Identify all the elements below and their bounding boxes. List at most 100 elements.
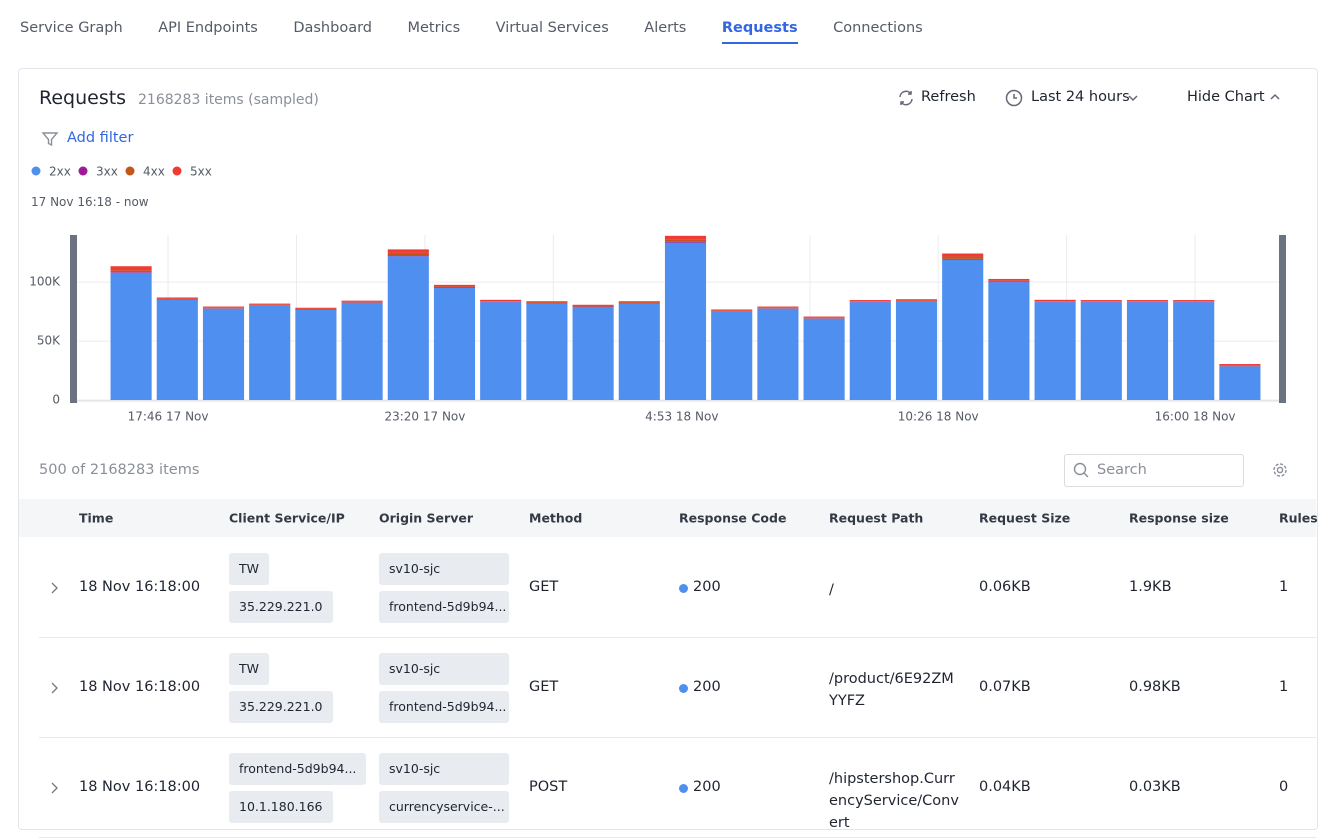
bar-segment: [711, 309, 752, 310]
bar-segment: [526, 303, 567, 400]
bar-segment: [1173, 301, 1214, 302]
bar-segment: [388, 256, 429, 400]
bar-segment: [249, 305, 290, 306]
bar-segment: [1035, 302, 1076, 400]
cell: 0.06KB: [979, 579, 1031, 595]
x-tick-label: 10:26 18 Nov: [898, 410, 979, 424]
chip: TW: [229, 653, 269, 685]
x-tick-label: 17:46 17 Nov: [128, 410, 209, 424]
chip: TW: [229, 553, 269, 585]
bar-segment: [665, 243, 706, 400]
bar-segment: [1127, 300, 1168, 301]
bar-segment: [526, 302, 567, 303]
cell: 0.04KB: [979, 779, 1031, 795]
response-code: 200: [693, 579, 721, 595]
bar-segment: [480, 300, 521, 301]
bar-segment: [157, 297, 198, 298]
bar-segment: [942, 256, 983, 258]
bar-segment: [665, 242, 706, 243]
bar-segment: [434, 287, 475, 288]
legend-label: 3xx: [96, 165, 118, 179]
bar-segment: [804, 319, 845, 400]
bar-segment: [804, 318, 845, 319]
expand-caret[interactable]: [49, 580, 59, 596]
cell: 1.9KB: [1129, 579, 1172, 595]
chip: currencyservice-...: [379, 791, 509, 823]
bar-segment: [619, 303, 660, 400]
bar-segment: [665, 239, 706, 241]
y-tick-label: 100K: [29, 275, 61, 289]
cell: 0.07KB: [979, 679, 1031, 695]
expand-caret[interactable]: [49, 780, 59, 796]
bar-segment: [295, 309, 336, 310]
column-header: Response size: [1129, 511, 1229, 526]
cell: 0.03KB: [1129, 779, 1181, 795]
bar-segment: [1219, 366, 1260, 400]
cell: POST: [529, 779, 567, 795]
bar-segment: [896, 302, 937, 400]
bar-segment: [342, 303, 383, 400]
search-box[interactable]: Search: [1064, 454, 1244, 487]
bar-segment: [619, 302, 660, 303]
column-header: Method: [529, 511, 582, 526]
column-header: Client Service/IP: [229, 511, 345, 526]
bar-segment: [388, 253, 429, 255]
bar-segment: [342, 302, 383, 303]
cell: 0.98KB: [1129, 679, 1181, 695]
bar-segment: [850, 301, 891, 302]
bar-segment: [388, 249, 429, 253]
cell: GET: [529, 579, 558, 595]
bar-segment: [480, 301, 521, 302]
search-placeholder: Search: [1097, 462, 1147, 478]
bar-segment: [203, 307, 244, 308]
bar-segment: [1081, 301, 1122, 302]
column-header: Request Size: [979, 511, 1070, 526]
chip: frontend-5d9b94...: [229, 753, 366, 785]
chip: sv10-sjc: [379, 653, 509, 685]
table-summary: 500 of 2168283 items: [39, 462, 199, 478]
bar-segment: [1081, 302, 1122, 400]
status-dot: [679, 784, 688, 793]
bar-segment: [1173, 300, 1214, 301]
column-header: Rules: [1279, 511, 1318, 526]
bar-segment: [157, 300, 198, 400]
row-divider: [39, 637, 1316, 638]
caret-icon: [49, 580, 59, 596]
chip: sv10-sjc: [379, 553, 509, 585]
bar-segment: [157, 299, 198, 300]
brush-handle[interactable]: [1279, 235, 1286, 403]
cell: 18 Nov 16:18:00: [79, 779, 200, 795]
y-tick-label: 50K: [37, 334, 61, 348]
bar-segment: [942, 260, 983, 400]
expand-caret[interactable]: [49, 680, 59, 696]
bar-segment: [342, 301, 383, 302]
bar-segment: [1081, 300, 1122, 301]
bar-segment: [988, 281, 1029, 282]
response-code: 200: [693, 779, 721, 795]
bar-segment: [988, 279, 1029, 281]
chip: 10.1.180.166: [229, 791, 333, 823]
settings-icon[interactable]: [1271, 461, 1289, 479]
bar-segment: [573, 305, 614, 306]
chip: sv10-sjc: [379, 753, 509, 785]
bar-segment: [942, 254, 983, 257]
bar-segment: [1035, 301, 1076, 302]
x-tick-label: 23:20 17 Nov: [384, 410, 465, 424]
bar-segment: [434, 285, 475, 287]
row-divider: [39, 737, 1316, 738]
column-header: Response Code: [679, 511, 786, 526]
brush-handle[interactable]: [70, 235, 77, 403]
bar-segment: [526, 301, 567, 302]
chip: frontend-5d9b94...: [379, 691, 509, 723]
cell: GET: [529, 679, 558, 695]
x-tick-label: 4:53 18 Nov: [645, 410, 718, 424]
bar-segment: [295, 308, 336, 309]
bar-segment: [711, 312, 752, 400]
response-code: 200: [693, 679, 721, 695]
bar-segment: [111, 273, 152, 400]
bar-segment: [804, 317, 845, 318]
bar-segment: [896, 301, 937, 302]
x-tick-label: 16:00 18 Nov: [1155, 410, 1236, 424]
legend-swatch: [126, 167, 135, 176]
